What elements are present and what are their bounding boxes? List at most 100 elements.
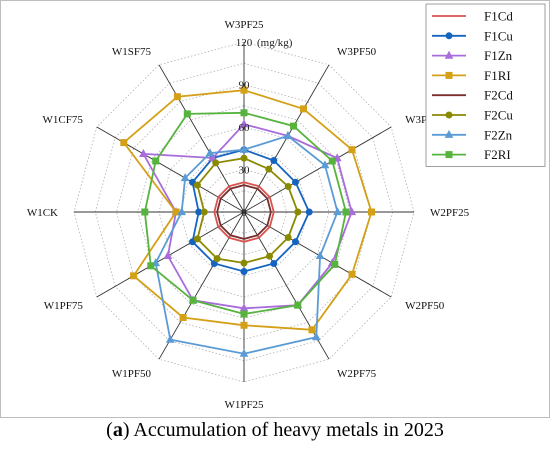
data-point — [348, 146, 356, 154]
data-point — [347, 207, 357, 216]
data-point — [328, 157, 336, 165]
data-point — [240, 86, 248, 94]
data-point — [444, 129, 454, 138]
legend-item: F1Cd — [432, 9, 513, 24]
legend-item: F2RI — [432, 147, 511, 162]
data-point — [179, 314, 187, 321]
data-point — [240, 154, 248, 162]
category-label: W1PF75 — [44, 300, 84, 312]
data-point — [239, 348, 249, 357]
category-label: W1CK — [27, 207, 58, 219]
data-point — [120, 139, 128, 147]
axis-spoke — [243, 126, 392, 213]
data-point — [445, 32, 453, 40]
axis-spoke — [158, 211, 245, 360]
data-point — [240, 321, 248, 329]
data-point — [308, 326, 316, 334]
data-point — [173, 93, 181, 101]
series-F2Zn — [151, 131, 342, 357]
data-point — [445, 151, 453, 159]
data-point — [200, 208, 208, 216]
category-label: W2PF75 — [337, 368, 377, 380]
series-line — [213, 181, 275, 243]
legend-item: F2Cd — [432, 88, 513, 103]
data-point — [311, 332, 321, 341]
data-point — [283, 131, 293, 139]
data-point — [208, 153, 218, 162]
data-point — [266, 252, 273, 260]
data-point — [320, 160, 330, 169]
data-point — [331, 260, 339, 268]
series-F2Cd — [216, 184, 272, 240]
data-point — [239, 144, 249, 153]
legend-item: F1Cu — [432, 28, 513, 43]
category-label: W1PF50 — [112, 368, 152, 380]
category-label: W1CF75 — [43, 114, 84, 126]
data-point — [205, 148, 215, 157]
data-point — [445, 71, 453, 79]
category-label: W1SF75 — [112, 46, 152, 58]
data-point — [183, 110, 191, 118]
data-point — [240, 259, 248, 267]
category-label: W2PF25 — [430, 207, 470, 219]
data-point — [445, 111, 453, 119]
data-point — [212, 159, 220, 167]
data-point — [239, 119, 249, 128]
radial-unit-label: (mg/kg) — [257, 37, 293, 49]
data-point — [130, 272, 138, 280]
series-F2Cu — [193, 154, 302, 267]
data-point — [342, 208, 350, 216]
data-point — [163, 251, 173, 259]
axis-spoke — [243, 211, 392, 298]
category-label: W3PF25 — [224, 19, 264, 31]
legend-label: F1Cd — [484, 9, 513, 24]
category-label: W1PF25 — [224, 399, 264, 411]
legend-box — [425, 3, 546, 167]
data-point — [152, 157, 160, 165]
legend-label: F2RI — [484, 147, 511, 162]
caption-label: a — [112, 419, 123, 441]
data-point — [284, 234, 292, 241]
data-point — [213, 255, 221, 263]
legend-label: F1RI — [484, 68, 511, 83]
category-label: W3PF50 — [337, 46, 377, 58]
axis-spoke — [96, 211, 245, 298]
data-point — [315, 251, 325, 259]
data-point — [165, 334, 175, 343]
data-point — [305, 208, 313, 216]
category-label: W2PF50 — [405, 300, 445, 312]
radial-tick-label: 90 — [239, 80, 251, 92]
data-point — [292, 178, 299, 186]
radial-tick-label: 0 — [241, 207, 247, 219]
legend-label: F1Cu — [484, 28, 513, 43]
data-point — [444, 50, 454, 59]
data-point — [270, 157, 278, 164]
data-point — [177, 207, 187, 216]
legend-item: F1RI — [432, 68, 511, 83]
data-point — [368, 208, 375, 216]
data-point — [292, 238, 299, 246]
data-point — [294, 208, 302, 216]
radial-tick-label: 120 — [236, 37, 253, 49]
data-point — [265, 165, 273, 173]
data-point — [294, 301, 302, 309]
legend-label: F2Zn — [484, 127, 513, 142]
legend-label: F1Zn — [484, 48, 513, 63]
series-F1Cd — [213, 181, 275, 243]
data-point — [141, 208, 149, 216]
data-point — [240, 109, 248, 117]
data-point — [240, 310, 248, 318]
data-point — [147, 262, 155, 270]
data-point — [270, 260, 278, 267]
data-point — [348, 270, 356, 278]
series-F1RI — [120, 86, 375, 334]
legend-label: F2Cd — [484, 88, 513, 103]
data-point — [240, 268, 248, 275]
legend: F1Cd F1Cu F1Zn F1RI F2Cd F2Cu F2Zn F2RI — [425, 3, 546, 167]
data-point — [189, 296, 197, 304]
data-point — [193, 235, 201, 243]
data-point — [193, 181, 201, 189]
